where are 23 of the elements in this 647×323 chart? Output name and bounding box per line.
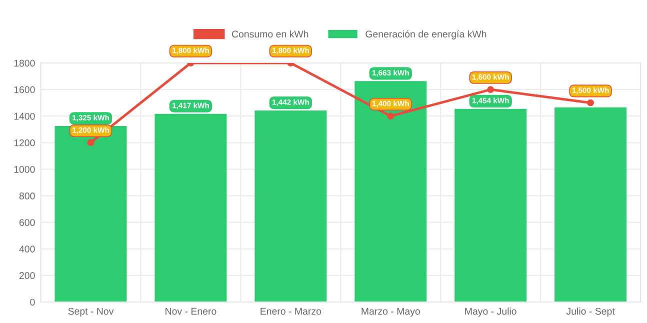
- point: [387, 112, 394, 120]
- legend-label: Consumo en kWh: [232, 30, 308, 38]
- x-tick-label: Marzo - Mayo: [362, 308, 420, 317]
- y-tick-label: 1600: [14, 86, 35, 94]
- y-tick-label: 0: [30, 298, 35, 306]
- point: [587, 99, 594, 106]
- y-tick-label: 800: [19, 192, 35, 200]
- x-tick-label: Enero - Marzo: [260, 308, 322, 315]
- bar: [554, 107, 627, 302]
- point: [487, 86, 494, 94]
- x-tick-label: Nov - Enero: [166, 308, 216, 315]
- y-tick-label: 1800: [14, 60, 35, 67]
- y-tick-label: 400: [19, 246, 35, 253]
- y-tick-label: 1200: [14, 139, 35, 146]
- legend-label: Generación de energía kWh: [366, 30, 486, 40]
- x-tick-label: Sept - Nov: [68, 308, 114, 317]
- x-tick-label: Mayo - Julio: [465, 308, 516, 317]
- y-tick-label: 1000: [14, 166, 35, 173]
- y-tick-label: 1400: [14, 112, 35, 120]
- y-tick-label: 200: [19, 272, 35, 280]
- x-tick-label: Julio - Sept: [566, 308, 615, 317]
- y-tick-label: 600: [19, 219, 35, 226]
- point: [87, 139, 94, 146]
